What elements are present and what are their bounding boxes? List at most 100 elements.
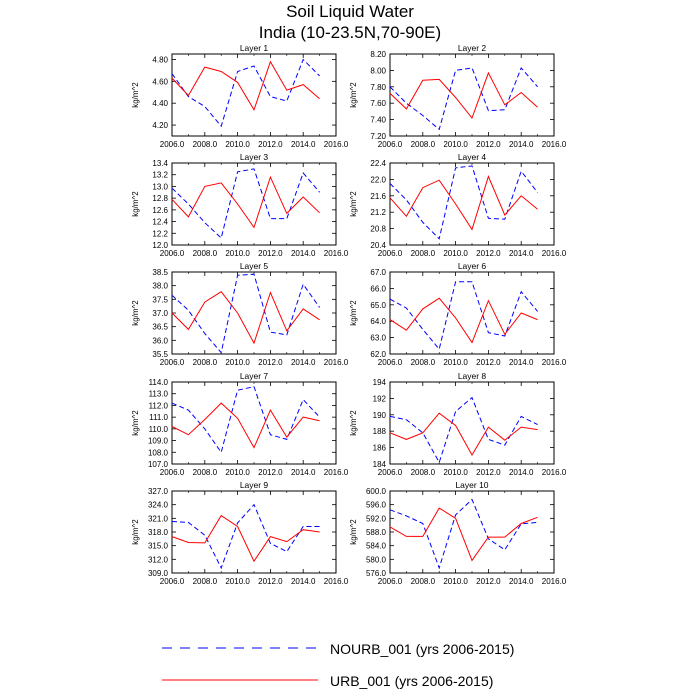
panel-title-layer-7: Layer 7 (240, 371, 269, 381)
y-axis-label-layer-9: kg/m^2 (131, 519, 140, 545)
y-tick-label: 21.2 (370, 208, 386, 217)
series-nourb-line-layer-1 (171, 58, 320, 128)
x-tick-label: 2014.0 (509, 249, 534, 258)
y-tick-label: 110.0 (149, 425, 169, 434)
y-tick-label: 324.0 (148, 501, 169, 510)
x-tick-label: 2010.0 (225, 577, 250, 586)
x-tick-label: 2014.0 (291, 140, 316, 149)
series-nourb-line-layer-10 (389, 498, 538, 570)
y-tick-label: 67.0 (370, 268, 386, 277)
y-tick-label: 194 (373, 378, 387, 387)
series-urb-line-layer-8 (389, 412, 538, 457)
y-tick-label: 8.20 (370, 50, 386, 59)
y-tick-label: 12.0 (152, 241, 168, 250)
x-tick-label: 2014.0 (291, 468, 316, 477)
x-tick-label: 2008.0 (193, 249, 218, 258)
plot-frame-layer-3 (171, 162, 337, 246)
x-tick-label: 2008.0 (411, 468, 436, 477)
x-tick-label: 2006.0 (378, 358, 403, 367)
x-tick-label: 2016.0 (542, 140, 567, 149)
x-tick-label: 2012.0 (476, 358, 501, 367)
x-tick-label: 2016.0 (324, 468, 349, 477)
x-tick-label: 2006.0 (378, 577, 403, 586)
x-tick-label: 2016.0 (542, 577, 567, 586)
y-tick-label: 35.5 (152, 350, 168, 359)
y-tick-label: 12.6 (152, 206, 168, 215)
panel-layer-7: Layer 7 107.0 108.0 109.0 110.0 111.0 112.0 113… (131, 371, 349, 477)
y-tick-label: 318.0 (148, 528, 169, 537)
y-tick-label: 114.0 (149, 378, 169, 387)
series-nourb-line-layer-8 (389, 396, 538, 464)
y-tick-label: 13.4 (152, 159, 168, 168)
series-urb-line-layer-7 (171, 402, 320, 449)
x-tick-label: 2008.0 (193, 468, 218, 477)
panel-layer-9: Layer 9 309.0 312.0 315.0 318.0 321.0 324.0 327… (131, 480, 349, 586)
y-tick-label: 7.40 (370, 116, 386, 125)
y-tick-label: 22.4 (370, 159, 386, 168)
y-tick-label: 184 (373, 460, 387, 469)
x-tick-label: 2016.0 (542, 249, 567, 258)
x-tick-label: 2012.0 (258, 468, 283, 477)
panel-layer-2: Layer 2 7.20 7.40 7.60 7.80 8.00 8.20 2006.0 200… (349, 43, 567, 149)
y-tick-label: 13.2 (152, 171, 168, 180)
y-tick-label: 584.0 (366, 542, 387, 551)
x-tick-label: 2006.0 (160, 577, 185, 586)
x-tick-label: 2006.0 (378, 140, 403, 149)
x-tick-label: 2006.0 (378, 468, 403, 477)
panel-layer-4: Layer 4 20.4 20.8 21.2 21.6 22.0 22.4 2006.0 200… (349, 152, 567, 258)
y-tick-label: 7.20 (370, 132, 386, 141)
y-axis-label-layer-1: kg/m^2 (131, 82, 140, 108)
y-tick-label: 312.0 (148, 555, 169, 564)
y-tick-label: 576.0 (366, 569, 387, 578)
figure-title-line1: Soil Liquid Water (286, 2, 414, 21)
y-tick-label: 13.0 (152, 182, 168, 191)
y-tick-label: 37.0 (152, 309, 168, 318)
y-tick-label: 4.40 (152, 99, 168, 108)
x-tick-label: 2014.0 (291, 577, 316, 586)
plot-frame-layer-4 (389, 162, 555, 246)
x-tick-label: 2010.0 (443, 358, 468, 367)
panel-title-layer-8: Layer 8 (458, 371, 487, 381)
y-axis-label-layer-7: kg/m^2 (131, 410, 140, 436)
legend-label-urb: URB_001 (yrs 2006-2015) (330, 673, 493, 689)
panel-layer-6: Layer 6 62.0 63.0 64.0 65.0 66.0 67.0 2006.0 200… (349, 261, 567, 367)
series-urb-line-layer-1 (171, 60, 320, 111)
y-tick-label: 36.0 (152, 336, 168, 345)
y-axis-label-layer-5: kg/m^2 (131, 300, 140, 326)
panel-title-layer-5: Layer 5 (240, 261, 269, 271)
y-tick-label: 190 (373, 411, 387, 420)
panel-title-layer-1: Layer 1 (240, 43, 269, 53)
y-tick-label: 20.4 (370, 241, 386, 250)
y-tick-label: 109.0 (148, 437, 169, 446)
x-tick-label: 2016.0 (324, 249, 349, 258)
series-nourb-line-layer-5 (171, 273, 321, 354)
y-tick-label: 107.0 (148, 460, 169, 469)
x-tick-label: 2008.0 (411, 249, 436, 258)
panel-title-layer-10: Layer 10 (455, 480, 488, 490)
x-tick-label: 2006.0 (160, 468, 185, 477)
y-tick-label: 8.00 (370, 66, 386, 75)
x-tick-label: 2012.0 (476, 140, 501, 149)
series-urb-line-layer-5 (171, 291, 320, 345)
y-tick-label: 108.0 (148, 448, 169, 457)
y-tick-label: 192 (373, 394, 387, 403)
x-tick-label: 2010.0 (443, 577, 468, 586)
x-tick-label: 2008.0 (193, 358, 218, 367)
y-axis-label-layer-2: kg/m^2 (349, 82, 358, 108)
x-tick-label: 2008.0 (411, 358, 436, 367)
x-tick-label: 2012.0 (476, 468, 501, 477)
y-tick-label: 4.80 (152, 55, 168, 64)
y-tick-label: 20.8 (370, 225, 386, 234)
x-tick-label: 2012.0 (476, 577, 501, 586)
y-tick-label: 37.5 (152, 295, 168, 304)
y-tick-label: 22.0 (370, 175, 386, 184)
series-nourb-line-layer-6 (389, 281, 538, 351)
x-tick-label: 2008.0 (411, 577, 436, 586)
figure-title-line2: India (10-23.5N,70-90E) (259, 23, 441, 42)
y-tick-label: 38.0 (152, 282, 168, 291)
x-tick-label: 2010.0 (225, 358, 250, 367)
x-tick-label: 2014.0 (291, 358, 316, 367)
y-tick-label: 321.0 (148, 514, 169, 523)
x-tick-label: 2010.0 (225, 249, 250, 258)
